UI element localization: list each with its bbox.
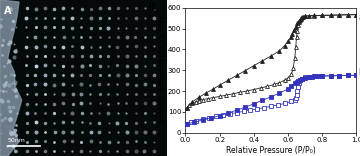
Text: a): a) [358, 13, 360, 22]
Text: A: A [4, 6, 11, 16]
X-axis label: Relative Pressure (P/P₀): Relative Pressure (P/P₀) [226, 146, 316, 155]
Polygon shape [0, 0, 22, 156]
Text: b): b) [358, 68, 360, 77]
Y-axis label: Quantity Adsorbed (cm³/g STP): Quantity Adsorbed (cm³/g STP) [157, 16, 165, 124]
Text: B: B [148, 2, 156, 12]
Text: 50nm: 50nm [8, 138, 26, 143]
